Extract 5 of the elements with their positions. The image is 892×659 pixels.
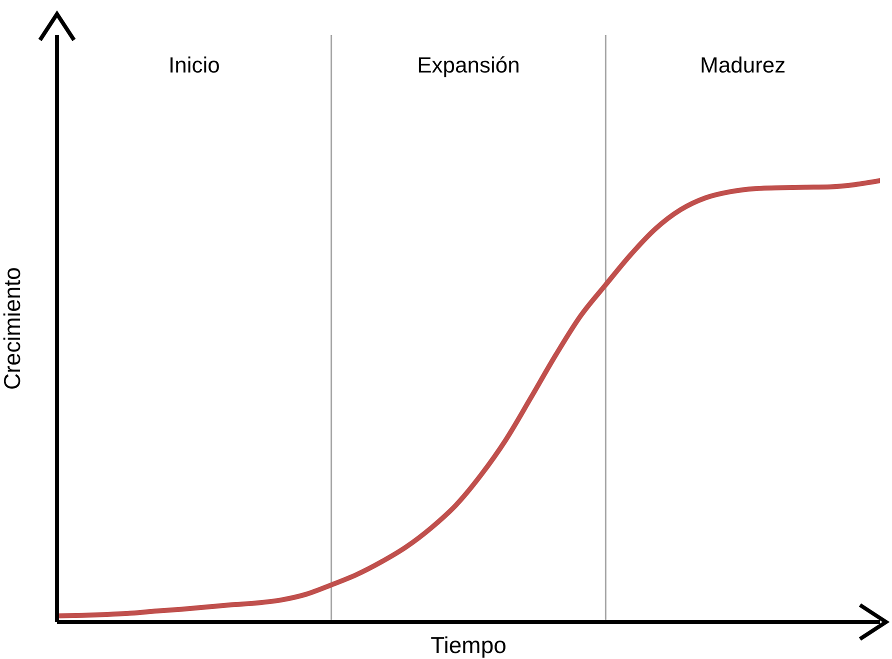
text: Inicio bbox=[168, 52, 220, 78]
text: Expansión bbox=[417, 52, 520, 78]
y-axis-title: Crecimiento bbox=[0, 267, 26, 390]
x-axis-title: Tiempo bbox=[430, 632, 506, 658]
text: Madurez bbox=[700, 52, 786, 78]
